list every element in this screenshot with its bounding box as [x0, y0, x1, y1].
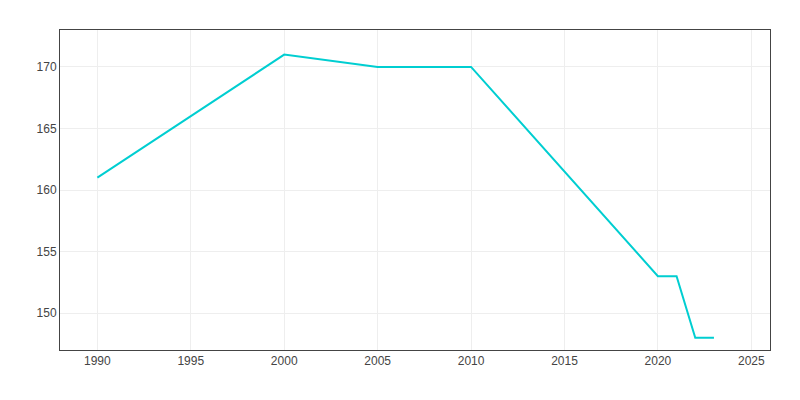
svg-text:2000: 2000: [271, 354, 298, 368]
svg-text:2015: 2015: [551, 354, 578, 368]
svg-text:165: 165: [37, 122, 57, 136]
svg-text:2020: 2020: [645, 354, 672, 368]
svg-text:2005: 2005: [364, 354, 391, 368]
svg-text:170: 170: [37, 60, 57, 74]
svg-text:1995: 1995: [177, 354, 204, 368]
svg-text:150: 150: [37, 306, 57, 320]
svg-text:2025: 2025: [738, 354, 765, 368]
svg-text:1990: 1990: [84, 354, 111, 368]
svg-text:155: 155: [37, 245, 57, 259]
svg-text:2010: 2010: [458, 354, 485, 368]
svg-text:160: 160: [37, 183, 57, 197]
